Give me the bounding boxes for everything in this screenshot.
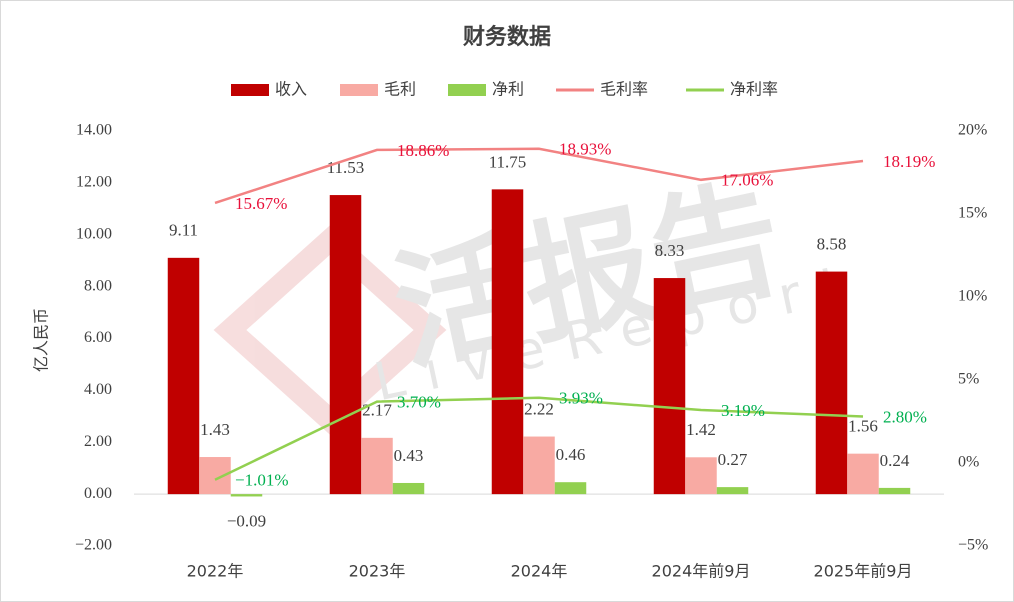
y-axis-label: 亿人民币 [32,308,51,372]
y2-tick-label: 5% [958,371,979,388]
y2-tick-label: −5% [958,537,988,554]
y2-tick-label: 10% [958,288,987,305]
y-tick-label: 0.00 [84,485,112,502]
bar [653,278,686,495]
x-tick-label: 2024年前9月 [652,562,751,581]
y2-tick-label: 15% [958,205,987,222]
bar-label: 0.46 [556,445,586,464]
legend-swatch [340,84,378,96]
bar-label: 2.17 [362,401,392,420]
watermark-logo [213,225,447,435]
bar [361,437,393,495]
bar [878,487,911,495]
bar [523,436,555,495]
line-label: 18.86% [397,141,449,160]
legend-swatch [231,84,269,96]
bar [815,271,848,495]
line [214,396,864,481]
legend-swatch [448,84,486,96]
line [214,147,864,205]
y-tick-label: 6.00 [84,329,112,346]
bar-label: 1.43 [200,420,230,439]
line-label: 18.19% [883,152,935,171]
chart-title: 财务数据 [463,24,551,50]
line-label: 18.93% [559,140,611,159]
bar [847,453,879,495]
y-tick-label: 14.00 [76,122,112,139]
x-tick-label: 2024年 [511,562,568,581]
y-tick-label: 4.00 [84,381,112,398]
bar [230,494,263,497]
bar [491,189,524,495]
bar-label: 8.33 [655,241,685,260]
legend-label: 毛利率 [600,80,648,99]
bar-label: 0.27 [718,450,748,469]
y2-tick-label: 0% [958,454,979,471]
line-label: 17.06% [721,171,773,190]
bar-label: 0.24 [880,451,910,470]
y-tick-label: 8.00 [84,277,112,294]
y-tick-label: −2.00 [75,537,112,554]
line-label: 3.19% [721,401,765,420]
bar [167,257,200,495]
legend-label: 净利 [492,80,524,99]
y-tick-label: 12.00 [76,174,112,191]
bar-label: 9.11 [169,221,198,240]
legend-label: 毛利 [384,80,416,99]
y2-tick-label: 20% [958,122,987,139]
bar-label: −0.09 [227,511,266,530]
bar-label: 2.22 [524,399,554,418]
y-tick-label: 2.00 [84,433,112,450]
bar-label: 8.58 [817,234,847,253]
x-tick-label: 2025年前9月 [814,562,913,581]
y-tick-label: 10.00 [76,225,112,242]
bar-label: 1.56 [848,417,878,436]
line-label: 3.93% [559,389,603,408]
bar [329,195,362,495]
line-label: 3.70% [397,392,441,411]
bar-label: 1.42 [686,420,716,439]
bar [685,457,717,495]
bar [392,482,425,495]
legend-label: 收入 [275,80,307,99]
bar [716,487,749,495]
x-tick-label: 2022年 [187,562,244,581]
line-label: 2.80% [883,407,927,426]
x-tick-label: 2023年 [349,562,406,581]
bar [554,482,587,495]
line-label: −1.01% [235,471,289,490]
line-label: 15.67% [235,194,287,213]
bar-label: 11.75 [489,152,527,171]
bar-label: 0.43 [394,446,424,465]
legend-label: 净利率 [730,80,778,99]
